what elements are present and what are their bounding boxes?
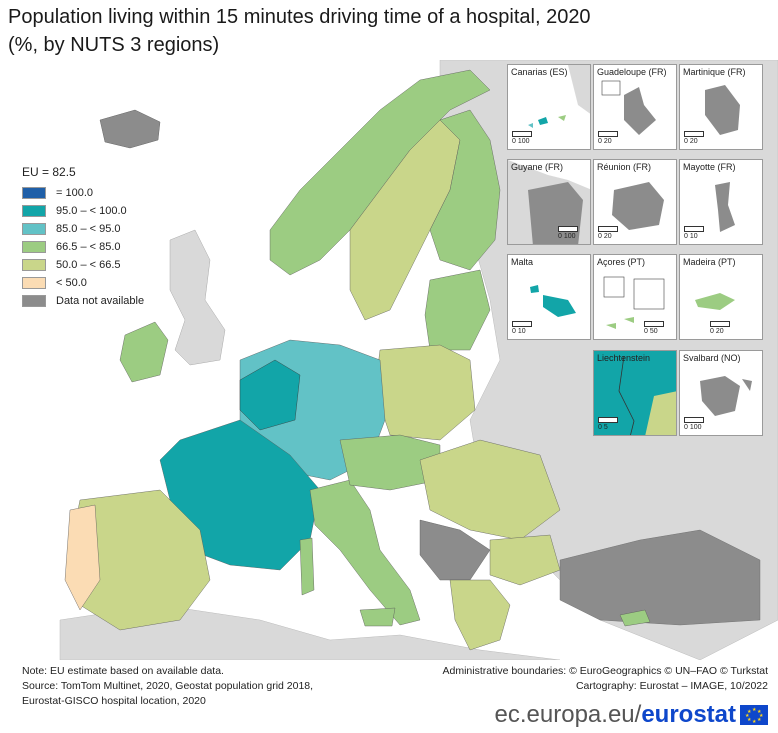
inset-scale: 0 20	[598, 131, 618, 145]
europe-map-svg	[59, 59, 778, 661]
turkey	[559, 529, 761, 626]
baltics	[424, 269, 491, 351]
inset-label: Réunion (FR)	[597, 162, 652, 172]
legend-swatch	[22, 258, 46, 271]
eurostat-brand[interactable]: ec.europa.eu/ eurostat ★ ★ ★ ★ ★ ★ ★ ★	[495, 701, 768, 729]
norway	[269, 69, 491, 276]
inset-shape	[601, 80, 656, 135]
legend-row: = 100.0	[22, 185, 144, 200]
finland	[429, 109, 501, 271]
map-title: Population living within 15 minutes driv…	[8, 6, 591, 28]
legend-eu-value: EU = 82.5	[22, 165, 76, 179]
note-text: Note: EU estimate based on available dat…	[22, 665, 224, 677]
inset-guyane: Guyane (FR) 0 100	[507, 159, 591, 245]
poland	[374, 344, 476, 441]
inset-label: Liechtenstein	[597, 353, 651, 363]
brand-url: ec.europa.eu/	[494, 701, 642, 728]
ireland	[119, 321, 169, 383]
legend-label: 66.5 – < 85.0	[56, 240, 121, 253]
inset-label: Guyane (FR)	[511, 162, 564, 172]
inset-label: Svalbard (NO)	[683, 353, 741, 363]
legend-label: = 100.0	[56, 186, 94, 199]
inset-label: Malta	[511, 257, 534, 267]
legend-swatch	[22, 204, 46, 217]
inset-guadeloupe: Guadeloupe (FR) 0 20	[593, 64, 677, 150]
legend-swatch	[22, 276, 46, 289]
inset-mayotte: Mayotte (FR) 0 10	[679, 159, 763, 245]
inset-shape	[508, 160, 590, 244]
sicily	[359, 607, 396, 627]
inset-shape	[695, 293, 735, 310]
legend-row: Data not available	[22, 293, 144, 308]
legend-row: 95.0 – < 100.0	[22, 203, 144, 218]
legend-swatch	[22, 222, 46, 235]
inset-label: Açores (PT)	[597, 257, 646, 267]
footer-notes: Note: EU estimate based on available dat…	[22, 664, 313, 709]
bulgaria	[489, 534, 561, 586]
legend-row: 66.5 – < 85.0	[22, 239, 144, 254]
inset-liechtenstein: Liechtenstein 0 5	[593, 350, 677, 436]
inset-scale: 0 50	[644, 321, 664, 335]
inset-acores: Açores (PT) 0 50	[593, 254, 677, 340]
legend-row: 50.0 – < 66.5	[22, 257, 144, 272]
iceland	[99, 109, 161, 149]
inset-shape	[603, 276, 665, 329]
inset-shape	[715, 182, 735, 232]
main-map	[0, 59, 778, 661]
inset-shape	[528, 65, 590, 128]
inset-reunion: Réunion (FR) 0 20	[593, 159, 677, 245]
inset-shape	[612, 182, 664, 230]
map-subtitle: (%, by NUTS 3 regions)	[8, 34, 220, 56]
legend-label: Data not available	[56, 294, 145, 307]
legend-label: 50.0 – < 66.5	[56, 258, 121, 271]
greece	[449, 579, 511, 651]
inset-scale: 0 100	[684, 417, 704, 431]
legend-row: 85.0 – < 95.0	[22, 221, 144, 236]
cyprus	[619, 609, 651, 627]
italy	[309, 479, 421, 626]
inset-shape	[705, 85, 740, 135]
footer-credits: Administrative boundaries: © EuroGeograp…	[442, 664, 768, 694]
inset-scale: 0 20	[684, 131, 704, 145]
inset-svalbard: Svalbard (NO) 0 100	[679, 350, 763, 436]
uk	[169, 229, 226, 366]
inset-scale: 0 10	[684, 226, 704, 240]
inset-shape	[700, 376, 752, 416]
inset-label: Martinique (FR)	[683, 67, 746, 77]
inset-label: Canarias (ES)	[511, 67, 568, 77]
inset-malta: Malta 0 10	[507, 254, 591, 340]
legend-label: < 50.0	[56, 276, 87, 289]
admin-boundaries: Administrative boundaries: © EuroGeograp…	[442, 665, 768, 677]
cartography: Cartography: Eurostat – IMAGE, 10/2022	[575, 680, 768, 692]
inset-canarias: Canarias (ES) 0 100	[507, 64, 591, 150]
inset-scale: 0 20	[598, 226, 618, 240]
hungary-romania	[419, 439, 561, 541]
benelux-dense	[239, 359, 301, 431]
inset-madeira: Madeira (PT) 0 20	[679, 254, 763, 340]
inset-scale: 0 10	[512, 321, 532, 335]
source-line-2: Eurostat-GISCO hospital location, 2020	[22, 695, 206, 707]
portugal	[64, 504, 101, 611]
brand-name: eurostat	[641, 701, 736, 728]
inset-label: Mayotte (FR)	[683, 162, 736, 172]
inset-martinique: Martinique (FR) 0 20	[679, 64, 763, 150]
legend-swatch	[22, 240, 46, 253]
inset-scale: 0 5	[598, 417, 618, 431]
legend-swatch	[22, 294, 46, 307]
eu-flag-icon: ★ ★ ★ ★ ★ ★ ★ ★	[740, 705, 768, 725]
sardinia-corsica	[299, 537, 315, 596]
legend-label: 95.0 – < 100.0	[56, 204, 127, 217]
legend: EU = 82.5 = 100.0 95.0 – < 100.0 85.0 – …	[22, 165, 144, 311]
inset-scale: 0 20	[710, 321, 730, 335]
inset-shape	[594, 351, 676, 435]
inset-shape	[530, 285, 576, 317]
source-line-1: Source: TomTom Multinet, 2020, Geostat p…	[22, 680, 314, 692]
legend-row: < 50.0	[22, 275, 144, 290]
legend-swatch	[22, 186, 46, 199]
legend-label: 85.0 – < 95.0	[56, 222, 121, 235]
inset-scale: 0 100	[512, 131, 532, 145]
inset-scale: 0 100	[558, 226, 578, 240]
inset-label: Guadeloupe (FR)	[597, 67, 667, 77]
inset-label: Madeira (PT)	[683, 257, 736, 267]
